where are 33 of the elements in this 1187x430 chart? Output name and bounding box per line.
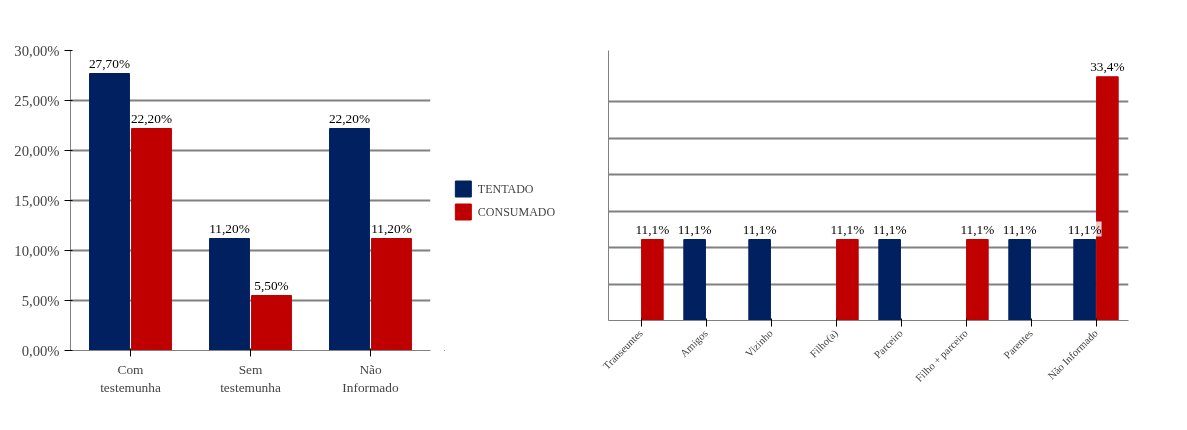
data-label: 11,1% bbox=[1067, 221, 1102, 237]
bar bbox=[209, 238, 250, 351]
data-label: 22,20% bbox=[328, 110, 371, 126]
bar bbox=[89, 73, 130, 351]
bar bbox=[371, 238, 412, 351]
bar bbox=[251, 295, 292, 351]
data-label: 11,1% bbox=[635, 221, 670, 237]
data-label: 11,1% bbox=[742, 221, 777, 237]
x-tick-label: Sem testemunha bbox=[220, 361, 281, 395]
legend-label: TENTADO bbox=[477, 181, 534, 196]
y-tick-label: 15,00% bbox=[14, 192, 60, 209]
y-tick-label: 20,00% bbox=[14, 142, 60, 159]
data-label: 22,20% bbox=[130, 110, 173, 126]
data-label: 11,20% bbox=[371, 220, 412, 236]
data-label: 5,50% bbox=[254, 277, 289, 293]
data-label: 33,4% bbox=[1090, 58, 1125, 74]
y-tick-label: 0,00% bbox=[21, 342, 60, 359]
x-tick-label: Não Informado bbox=[342, 361, 399, 395]
y-tick-label: 10,00% bbox=[14, 242, 60, 259]
data-label: 11,1% bbox=[872, 221, 907, 237]
y-tick-label: 5,00% bbox=[21, 292, 60, 309]
data-label: 11,1% bbox=[1002, 221, 1037, 237]
x-tick-label: Com testemunha bbox=[100, 361, 161, 395]
legend-label: CONSUMADO bbox=[477, 204, 556, 219]
data-label: 11,1% bbox=[960, 221, 995, 237]
y-tick-label: 30,00% bbox=[14, 42, 60, 59]
bar bbox=[131, 128, 172, 351]
bar bbox=[329, 128, 370, 351]
y-tick-label: 25,00% bbox=[14, 92, 60, 109]
data-label: 11,1% bbox=[677, 221, 712, 237]
data-label: 27,70% bbox=[88, 55, 131, 71]
data-label: 11,1% bbox=[830, 221, 865, 237]
data-label: 11,20% bbox=[209, 220, 250, 236]
